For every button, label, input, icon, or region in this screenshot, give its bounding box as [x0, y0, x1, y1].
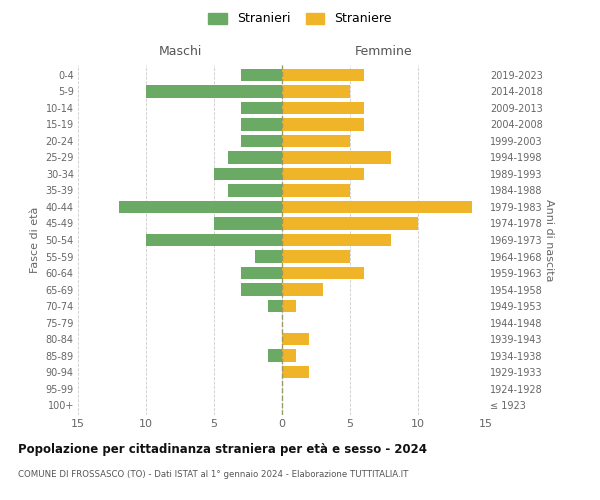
Bar — [282, 102, 364, 114]
Bar — [268, 300, 282, 312]
Bar — [241, 102, 282, 114]
Bar — [282, 350, 296, 362]
Bar — [227, 184, 282, 196]
Bar — [282, 152, 391, 164]
Bar — [282, 366, 309, 378]
Bar — [282, 234, 391, 246]
Bar — [214, 168, 282, 180]
Text: Popolazione per cittadinanza straniera per età e sesso - 2024: Popolazione per cittadinanza straniera p… — [18, 442, 427, 456]
Bar — [282, 300, 296, 312]
Bar — [282, 218, 418, 230]
Bar — [282, 85, 350, 98]
Y-axis label: Fasce di età: Fasce di età — [30, 207, 40, 273]
Text: Maschi: Maschi — [158, 45, 202, 58]
Bar — [282, 201, 472, 213]
Text: Femmine: Femmine — [355, 45, 413, 58]
Bar — [241, 284, 282, 296]
Bar — [282, 333, 309, 345]
Bar — [255, 250, 282, 262]
Bar — [282, 135, 350, 147]
Legend: Stranieri, Straniere: Stranieri, Straniere — [205, 8, 395, 29]
Bar — [282, 284, 323, 296]
Bar — [282, 184, 350, 196]
Bar — [241, 118, 282, 130]
Bar — [119, 201, 282, 213]
Bar — [227, 152, 282, 164]
Bar — [241, 267, 282, 279]
Bar — [214, 218, 282, 230]
Bar — [146, 85, 282, 98]
Bar — [241, 135, 282, 147]
Bar — [282, 168, 364, 180]
Bar — [282, 118, 364, 130]
Bar — [268, 350, 282, 362]
Bar — [146, 234, 282, 246]
Y-axis label: Anni di nascita: Anni di nascita — [544, 198, 554, 281]
Bar — [241, 68, 282, 81]
Text: COMUNE DI FROSSASCO (TO) - Dati ISTAT al 1° gennaio 2024 - Elaborazione TUTTITAL: COMUNE DI FROSSASCO (TO) - Dati ISTAT al… — [18, 470, 409, 479]
Bar — [282, 267, 364, 279]
Bar — [282, 68, 364, 81]
Bar — [282, 250, 350, 262]
